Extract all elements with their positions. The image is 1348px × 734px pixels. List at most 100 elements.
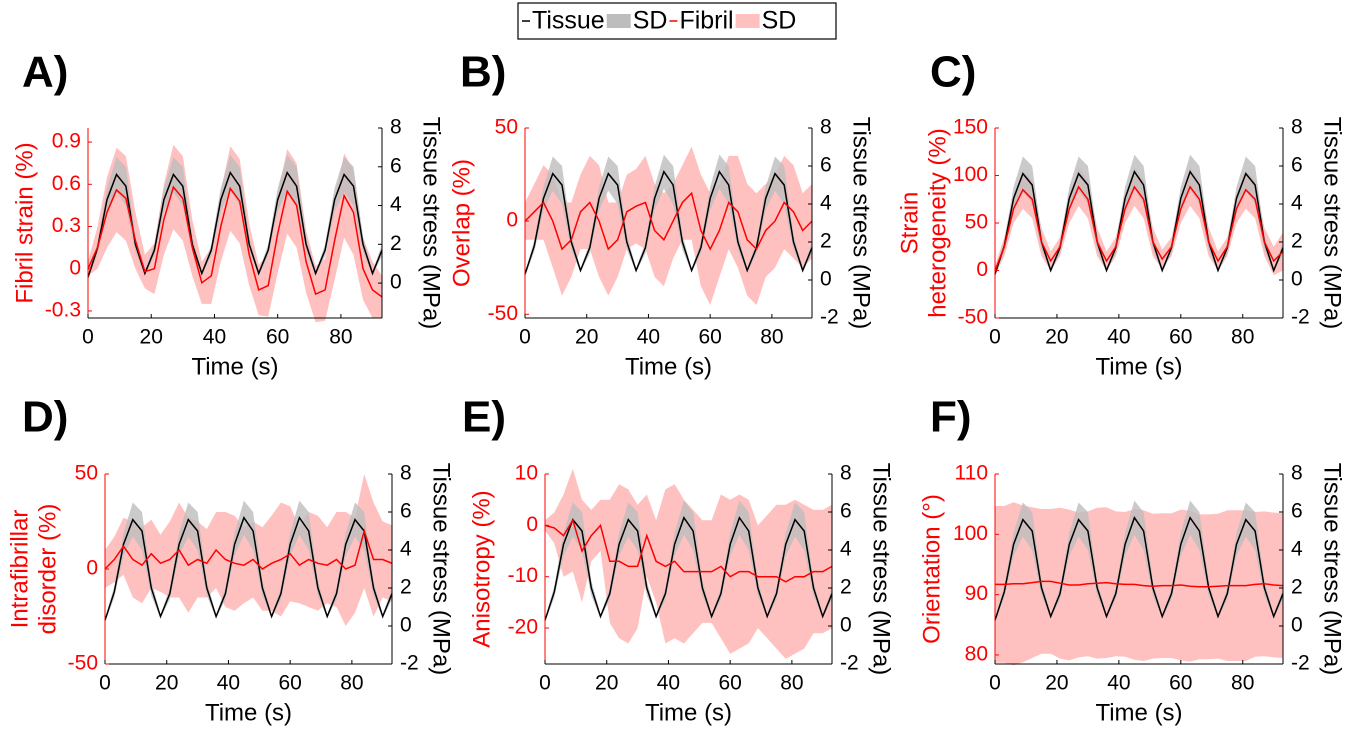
sd-band xyxy=(545,500,832,623)
x-tick-label: 80 xyxy=(1231,672,1254,695)
y2-tick-label: -2 xyxy=(1291,306,1310,329)
x-axis-title: Time (s) xyxy=(1095,699,1182,726)
y-tick-label: 90 xyxy=(965,582,988,605)
x-tick-label: 80 xyxy=(340,672,363,695)
x-tick-label: 60 xyxy=(1169,326,1192,349)
legend-label: SD xyxy=(762,7,797,35)
y2-tick-label: 0 xyxy=(840,614,852,637)
y-axis-title: Intrafibrillar xyxy=(6,510,33,629)
y-tick-label: -20 xyxy=(508,616,538,639)
x-tick-label: 60 xyxy=(718,672,741,695)
y-tick-label: 0.3 xyxy=(52,214,81,237)
panel-label: E) xyxy=(462,393,506,442)
y-tick-label: 50 xyxy=(75,462,98,485)
x-tick-label: 20 xyxy=(575,326,598,349)
panel-label: F) xyxy=(930,393,972,442)
y2-tick-label: 6 xyxy=(1291,154,1303,177)
y-axis-title: Anisotropy (%) xyxy=(468,490,495,647)
y-tick-label: 0.9 xyxy=(52,130,81,153)
y-axis-title: heterogeneity (%) xyxy=(924,128,951,317)
data-line xyxy=(524,191,813,251)
y-tick-label: 0 xyxy=(86,557,98,580)
data-line xyxy=(87,185,383,298)
panel-label: C) xyxy=(930,48,976,97)
y2-tick-label: 8 xyxy=(400,462,412,485)
y-axis-title: Overlap (%) xyxy=(448,159,475,287)
y2-axis-title: Tissue stress (MPa) xyxy=(848,117,875,329)
x-tick-label: 80 xyxy=(780,672,803,695)
x-tick-label: 20 xyxy=(595,672,618,695)
x-tick-label: 0 xyxy=(539,672,551,695)
data-line xyxy=(87,170,383,278)
y2-axis-title: Tissue stress (MPa) xyxy=(428,463,455,675)
sd-band xyxy=(995,502,1283,666)
x-tick-label: 60 xyxy=(698,326,721,349)
y2-tick-label: 0 xyxy=(390,271,402,294)
y2-tick-label: 2 xyxy=(1291,576,1303,599)
y-tick-label: 50 xyxy=(495,116,518,139)
y-tick-label: -50 xyxy=(958,306,988,329)
y2-tick-label: 6 xyxy=(820,154,832,177)
sd-band xyxy=(525,154,812,277)
y2-tick-label: 4 xyxy=(400,538,412,561)
x-tick-label: 20 xyxy=(1045,672,1068,695)
y-tick-label: 80 xyxy=(965,642,988,665)
y-tick-label: -50 xyxy=(488,302,518,325)
y2-tick-label: 4 xyxy=(1291,192,1303,215)
data-line xyxy=(994,516,1284,621)
x-tick-label: 0 xyxy=(989,672,1001,695)
y2-tick-label: 6 xyxy=(1291,500,1303,523)
y-axis-title: Strain xyxy=(896,192,923,255)
y2-tick-label: 6 xyxy=(390,154,402,177)
x-tick-label: 40 xyxy=(203,326,226,349)
y2-tick-label: 2 xyxy=(390,232,402,255)
x-tick-label: 0 xyxy=(989,326,1001,349)
y2-axis-title: Tissue stress (MPa) xyxy=(1319,463,1346,675)
x-tick-label: 20 xyxy=(155,672,178,695)
x-tick-label: 0 xyxy=(519,326,531,349)
y2-tick-label: 8 xyxy=(1291,462,1303,485)
x-axis-title: Time (s) xyxy=(191,353,278,380)
y2-tick-label: 2 xyxy=(1291,230,1303,253)
x-tick-label: 60 xyxy=(266,326,289,349)
panel-label: A) xyxy=(22,48,68,97)
legend-label: SD xyxy=(633,7,668,35)
y2-tick-label: 0 xyxy=(820,268,832,291)
x-tick-label: 80 xyxy=(329,326,352,349)
y2-tick-label: -2 xyxy=(840,652,859,675)
y2-axis-title: Tissue stress (MPa) xyxy=(1319,117,1346,329)
y2-tick-label: 4 xyxy=(820,192,832,215)
y2-tick-label: 6 xyxy=(840,500,852,523)
y2-tick-label: 0 xyxy=(400,614,412,637)
x-tick-label: 40 xyxy=(637,326,660,349)
x-tick-label: 40 xyxy=(217,672,240,695)
y-tick-label: 10 xyxy=(515,462,538,485)
y-tick-label: 100 xyxy=(953,163,988,186)
y2-tick-label: 8 xyxy=(840,462,852,485)
data-line xyxy=(995,580,1284,588)
y-tick-label: 50 xyxy=(965,211,988,234)
y2-tick-label: 4 xyxy=(840,538,852,561)
y2-axis-title: Tissue stress (MPa) xyxy=(868,463,895,675)
y2-tick-label: 2 xyxy=(400,576,412,599)
y-tick-label: -0.3 xyxy=(45,299,81,322)
y2-axis-title: Tissue stress (MPa) xyxy=(418,117,445,329)
y-tick-label: -10 xyxy=(508,564,538,587)
x-tick-label: 60 xyxy=(1169,672,1192,695)
legend-label: Fibril xyxy=(679,7,733,35)
data-line xyxy=(524,170,813,275)
legend-patch xyxy=(735,14,760,28)
x-tick-label: 60 xyxy=(278,672,301,695)
sd-band xyxy=(88,155,382,280)
sd-band xyxy=(525,146,812,305)
y2-tick-label: -2 xyxy=(400,652,419,675)
sd-band xyxy=(105,474,392,626)
x-tick-label: 20 xyxy=(140,326,163,349)
x-tick-label: 40 xyxy=(1107,672,1130,695)
x-tick-label: 0 xyxy=(82,326,94,349)
x-tick-label: 80 xyxy=(1231,326,1254,349)
y2-tick-label: 4 xyxy=(390,193,402,216)
